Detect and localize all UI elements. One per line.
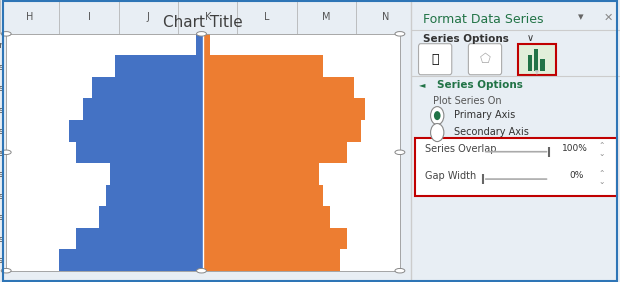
Text: M: M <box>322 12 330 22</box>
Bar <box>540 59 544 70</box>
Text: ⌃: ⌃ <box>598 169 604 179</box>
Text: ∨: ∨ <box>526 33 534 43</box>
Bar <box>203 34 210 55</box>
Bar <box>528 55 532 70</box>
FancyBboxPatch shape <box>552 167 600 185</box>
Text: Format Data Series: Format Data Series <box>423 13 543 26</box>
Bar <box>115 55 203 77</box>
Circle shape <box>430 124 444 142</box>
Bar <box>76 228 203 249</box>
Bar <box>106 185 203 206</box>
Text: ⌄: ⌄ <box>598 177 604 186</box>
Text: Secondary Axis: Secondary Axis <box>454 127 529 137</box>
FancyBboxPatch shape <box>415 138 617 196</box>
Text: H: H <box>26 12 33 22</box>
Text: Plot Series On: Plot Series On <box>433 96 502 106</box>
Text: Series Overlap: Series Overlap <box>425 144 496 154</box>
Text: ◄: ◄ <box>418 80 425 89</box>
Bar <box>196 34 203 55</box>
Text: K: K <box>205 12 211 22</box>
FancyBboxPatch shape <box>552 140 600 158</box>
Bar <box>203 142 347 163</box>
Bar <box>203 55 324 77</box>
Text: Series Options: Series Options <box>423 34 508 44</box>
Circle shape <box>434 111 441 120</box>
Bar <box>92 77 203 98</box>
Text: I: I <box>87 12 91 22</box>
Bar <box>203 98 365 120</box>
Bar <box>110 163 203 185</box>
Title: Chart Title: Chart Title <box>163 15 243 30</box>
FancyBboxPatch shape <box>468 44 502 75</box>
Text: ⌃: ⌃ <box>598 142 604 151</box>
Text: 0%: 0% <box>569 171 583 180</box>
Bar <box>203 249 340 271</box>
Text: Series Options: Series Options <box>437 80 523 90</box>
Text: 100%: 100% <box>562 144 588 153</box>
Circle shape <box>430 107 444 125</box>
Text: L: L <box>264 12 270 22</box>
Text: Primary Axis: Primary Axis <box>454 110 515 120</box>
Bar <box>203 228 347 249</box>
Text: J: J <box>147 12 150 22</box>
Text: ▾: ▾ <box>578 12 584 22</box>
Bar <box>99 206 203 228</box>
Bar <box>60 249 203 271</box>
Text: N: N <box>382 12 389 22</box>
Text: ⬠: ⬠ <box>479 53 490 66</box>
Bar <box>203 185 324 206</box>
Text: 🖌: 🖌 <box>432 53 439 66</box>
Bar <box>203 120 361 142</box>
FancyBboxPatch shape <box>418 44 452 75</box>
Bar <box>69 120 203 142</box>
Text: Gap Width: Gap Width <box>425 171 476 180</box>
Text: ⌄: ⌄ <box>598 149 604 158</box>
FancyBboxPatch shape <box>518 44 556 75</box>
Bar <box>203 77 353 98</box>
Bar <box>203 163 319 185</box>
Bar <box>534 49 538 70</box>
Bar <box>203 206 330 228</box>
Bar <box>76 142 203 163</box>
Text: ✕: ✕ <box>603 13 613 23</box>
Bar <box>82 98 203 120</box>
